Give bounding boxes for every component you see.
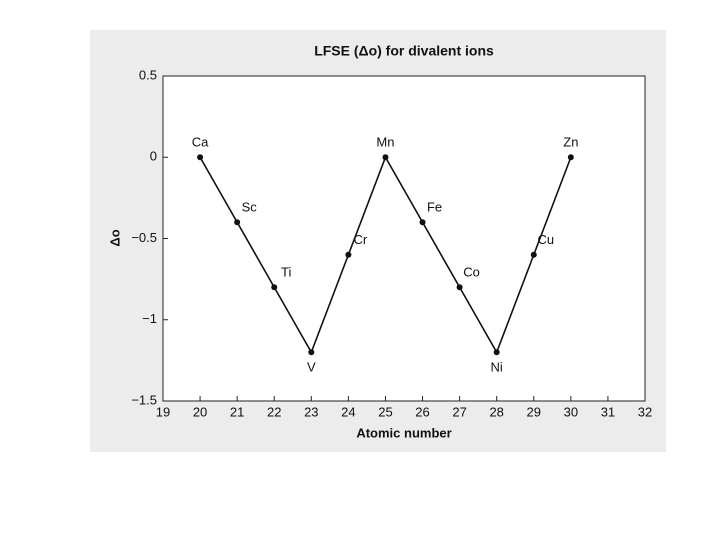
x-tick-label: 20 (193, 404, 207, 419)
x-tick-label: 24 (341, 404, 355, 419)
x-tick-label: 22 (267, 404, 281, 419)
chart-title: LFSE (Δo) for divalent ions (314, 43, 494, 59)
point (308, 349, 315, 356)
point-label: Sc (242, 200, 258, 215)
x-tick-label: 31 (601, 404, 615, 419)
x-tick-label: 28 (489, 404, 503, 419)
point-label: Mn (376, 135, 394, 150)
point (271, 284, 278, 291)
point (234, 219, 241, 226)
x-tick-label: 27 (452, 404, 466, 419)
y-tick-label: 0.5 (139, 67, 157, 82)
y-axis-label: Δo (107, 229, 122, 246)
x-tick-label: 29 (527, 404, 541, 419)
point-label: Ni (491, 360, 503, 375)
x-tick-label: 30 (564, 404, 578, 419)
point (456, 284, 463, 291)
point (530, 251, 537, 258)
plot-area (162, 75, 646, 402)
x-tick-label: 23 (304, 404, 318, 419)
x-tick-label: 26 (415, 404, 429, 419)
x-tick-label: 19 (156, 404, 170, 419)
y-tick-label: −1 (142, 311, 157, 326)
point-label: Ca (192, 135, 209, 150)
y-tick-label: −1.5 (131, 392, 157, 407)
point-label: Ti (281, 265, 291, 280)
point (382, 154, 389, 161)
point-label: V (307, 360, 316, 375)
point-label: Cu (537, 232, 554, 247)
x-axis-label: Atomic number (356, 425, 451, 440)
point (197, 154, 204, 161)
y-tick-label: 0 (150, 149, 157, 164)
y-tick-label: −0.5 (131, 230, 157, 245)
point (419, 219, 426, 226)
point-label: Fe (427, 200, 442, 215)
point (567, 154, 574, 161)
point (345, 251, 352, 258)
point-label: Co (463, 265, 480, 280)
x-tick-label: 32 (638, 404, 652, 419)
x-tick-label: 21 (230, 404, 244, 419)
point-label: Cr (354, 232, 368, 247)
point-label: Zn (563, 135, 578, 150)
x-tick-label: 25 (378, 404, 392, 419)
point (493, 349, 500, 356)
